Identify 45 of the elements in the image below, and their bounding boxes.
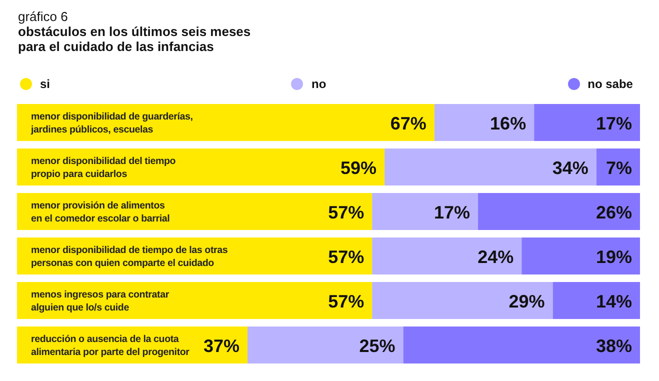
y-tick-label: reducción o ausencia de la cuota alimentaria por parte del progenitor (31, 334, 190, 358)
y-tick-label: menor provisión de alimentos en el comedor escolar o barrial (31, 200, 170, 224)
y-tick-label: menor disponibilidad del tiempo propio para cuidarlos (31, 156, 176, 180)
bar (534, 104, 640, 141)
bar (372, 238, 522, 274)
data-label: 59% (340, 158, 377, 178)
chart-title: obstáculos en los últimos seis meses para el cuidado de las infancias (18, 24, 251, 54)
bar (17, 282, 372, 319)
chart-subtitle: gráfico 6 (18, 9, 68, 24)
data-label: 57% (328, 202, 364, 222)
legend-label: no (311, 77, 326, 91)
bar (596, 148, 640, 186)
bar (522, 238, 640, 274)
data-label: 34% (552, 158, 588, 178)
data-label: 17% (596, 114, 632, 134)
data-label: 67% (390, 114, 426, 134)
bar (478, 193, 640, 230)
data-label: 38% (596, 336, 632, 356)
data-label: 37% (203, 336, 240, 356)
bar (17, 193, 372, 230)
bar (434, 104, 534, 141)
bar (17, 148, 385, 186)
data-label: 29% (508, 292, 545, 312)
data-label: 26% (596, 202, 632, 222)
bar (372, 193, 478, 230)
data-label: 16% (490, 114, 526, 134)
y-tick-label: menor disponibilidad de guarderías, jardines públicos, escuelas (30, 112, 194, 136)
data-label: 17% (434, 202, 470, 222)
data-label: 25% (359, 336, 396, 356)
y-tick-label: menor disponibilidad de tiempo de las otras personas con quien comparte el cuidado (31, 245, 228, 269)
legend-label: no sabe (588, 77, 633, 91)
data-label: 19% (596, 247, 632, 267)
y-tick-label: menos ingresos para contratar alguien que lo/s cuide (31, 290, 170, 314)
data-label: 57% (328, 247, 364, 267)
legend-label: si (40, 77, 50, 91)
bar (17, 104, 434, 141)
bar (372, 282, 553, 319)
data-label: 24% (478, 247, 514, 267)
bar (552, 282, 640, 319)
bar (403, 326, 640, 364)
bar (384, 148, 596, 186)
data-label: 14% (596, 292, 632, 312)
data-label: 57% (328, 292, 364, 312)
bar (248, 326, 404, 364)
data-label: 7% (606, 158, 632, 178)
